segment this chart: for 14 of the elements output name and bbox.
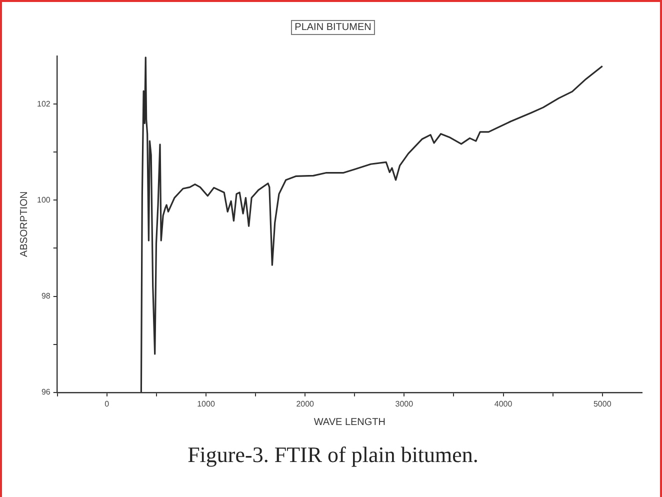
x-tick-label: 5000 — [593, 399, 612, 408]
x-tick-label: 0 — [104, 399, 110, 408]
y-tick-label: 98 — [41, 291, 51, 300]
y-tick-label: 100 — [36, 195, 51, 204]
x-axis-title: WAVE LENGTH — [314, 416, 386, 428]
x-tick-label: 4000 — [494, 399, 513, 408]
y-tick-label: 96 — [41, 388, 51, 397]
y-axis-title: ABSORPTION — [18, 191, 30, 257]
x-tick-label: 1000 — [197, 399, 216, 408]
chart-title: PLAIN BITUMEN — [290, 20, 376, 35]
x-tick-label: 3000 — [395, 399, 414, 408]
text: Figure-3. FTIR of plain bitumen. — [186, 442, 480, 468]
x-tick-label: 2000 — [296, 399, 315, 408]
y-tick-label: 102 — [36, 99, 51, 108]
